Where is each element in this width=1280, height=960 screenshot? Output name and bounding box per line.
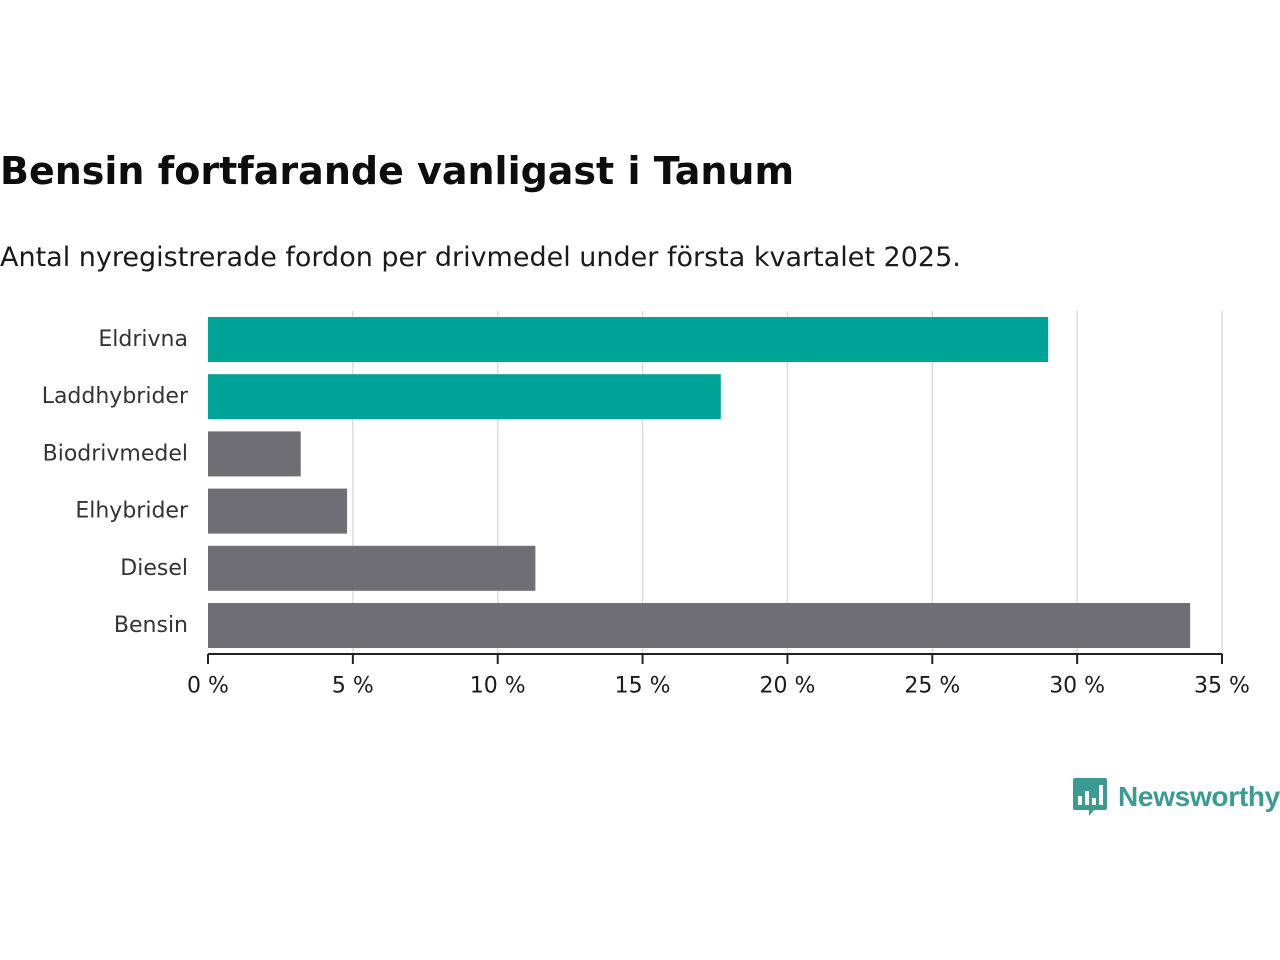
category-label: Diesel [120,556,188,581]
category-label: Bensin [114,613,188,638]
category-labels: Eldrivna Laddhybrider Biodrivmedel Elhybrid… [42,327,189,638]
bar-diesel [208,545,536,591]
category-label: Biodrivmedel [43,441,188,466]
category-label: Elhybrider [75,499,189,524]
x-tick-label: 0 % [187,674,229,699]
brand-name: Newsworthy [1118,781,1280,812]
chart-subtitle: Antal nyregistrerade fordon per drivmede… [0,242,961,273]
bar-biodrivmedel [208,431,301,477]
bars [208,317,1191,648]
gridlines [352,311,1223,654]
x-axis: 0 % 5 % 10 % 15 % 20 % 25 % 30 % 35 % [187,653,1250,699]
category-label: Eldrivna [98,327,188,352]
x-tick-label: 5 % [332,674,374,699]
newsworthy-logo: Newsworthy [1072,776,1280,818]
bar-bensin [208,603,1191,648]
bar-laddhybrider [208,374,721,420]
x-tick-label: 15 % [615,674,671,699]
bar-chart-bubble-icon [1073,778,1107,816]
bar-elhybrider [208,488,348,534]
bar-eldrivna [208,317,1049,362]
category-label: Laddhybrider [42,384,189,409]
x-tick-label: 10 % [470,674,526,699]
x-tick-label: 35 % [1194,674,1250,699]
x-tick-label: 25 % [904,674,960,699]
x-tick-label: 20 % [759,674,815,699]
bar-chart: 0 % 5 % 10 % 15 % 20 % 25 % 30 % 35 % Eldrivna L… [42,311,1250,699]
x-tick-label: 30 % [1049,674,1105,699]
chart-title: Bensin fortfarande vanligast i Tanum [0,149,795,193]
